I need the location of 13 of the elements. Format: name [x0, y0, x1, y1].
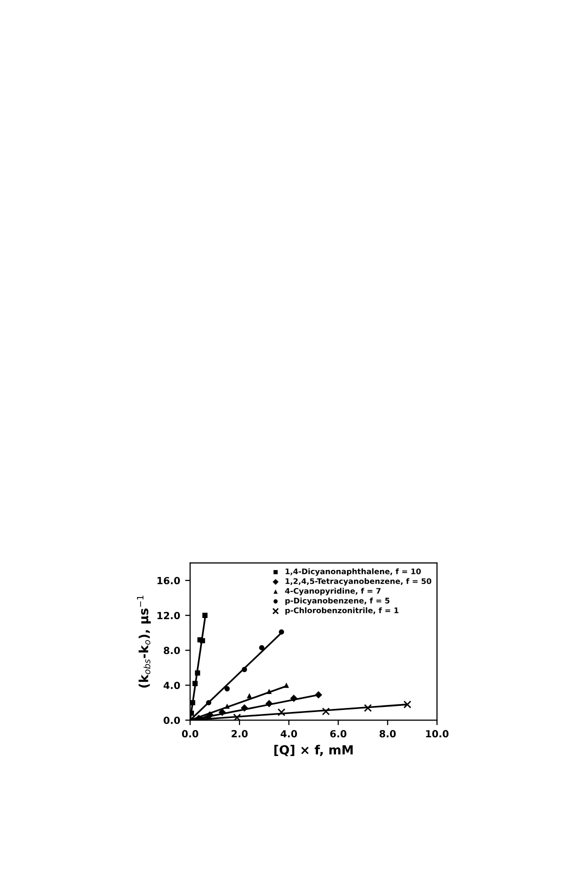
y-tick-label: 4.0 — [164, 682, 180, 690]
x-tick-label: 8.0 — [380, 730, 396, 738]
x-tick-label: 6.0 — [330, 730, 346, 738]
y-tick-label: 16.0 — [158, 576, 180, 584]
x-tick-label: 10.0 — [426, 730, 449, 738]
y-tick-label: 0.0 — [164, 716, 180, 724]
x-tick-label: 2.0 — [232, 730, 248, 738]
x-axis-title: [Q] × f, mM — [274, 744, 353, 756]
y-axis-title: (k$_{obs}$-k$_{o}$), µs$^{−1}$ — [136, 596, 151, 688]
x-tick-label: 0.0 — [182, 730, 198, 738]
y-tick-label: 12.0 — [158, 612, 180, 620]
y-tick-label: 8.0 — [164, 646, 180, 654]
x-tick-label: 4.0 — [280, 730, 298, 738]
